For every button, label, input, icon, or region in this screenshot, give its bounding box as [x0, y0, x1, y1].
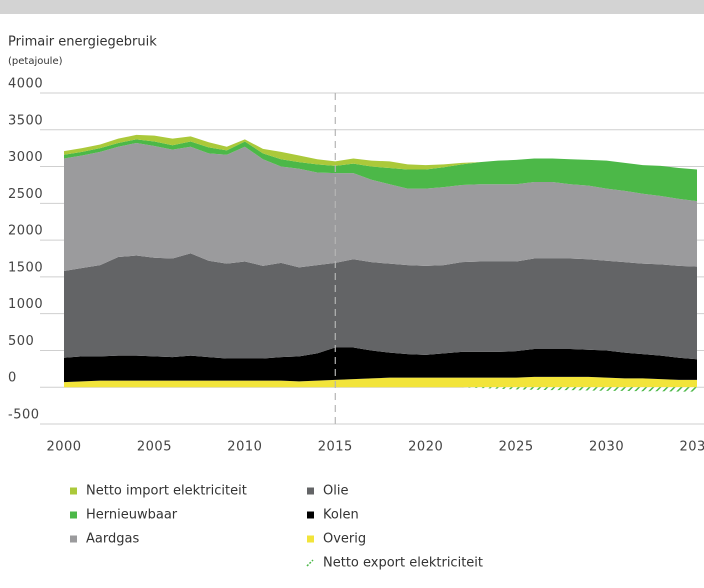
legend-swatch [307, 535, 314, 543]
legend-label: Aardgas [86, 532, 139, 547]
y-tick-label: 1000 [8, 297, 43, 312]
area [64, 134, 697, 170]
legend-label: Netto import elektriciteit [86, 484, 247, 499]
legend-swatch [306, 559, 314, 567]
y-tick-label: -500 [8, 408, 40, 423]
x-tick-label: 2020 [408, 440, 443, 455]
x-tick-label: 2005 [137, 440, 172, 455]
y-tick-label: 4000 [8, 77, 43, 92]
x-tick-label: 2035 [679, 440, 704, 455]
chart-title: Primair energiegebruik [8, 35, 157, 50]
legend-label: Netto export elektriciteit [323, 556, 483, 571]
legend-swatch [307, 511, 314, 519]
x-tick-label: 2030 [589, 440, 624, 455]
y-tick-label: 2500 [8, 187, 43, 202]
legend-label: Overig [323, 532, 366, 547]
legend-label: Hernieuwbaar [86, 508, 178, 523]
x-tick-label: 2010 [227, 440, 262, 455]
x-tick-label: 2015 [318, 440, 353, 455]
area [461, 387, 697, 392]
x-tick-label: 2025 [499, 440, 534, 455]
y-tick-label: 3500 [8, 113, 43, 128]
legend-swatch [70, 511, 77, 519]
chart-subtitle: (petajoule) [8, 56, 63, 67]
area [64, 139, 697, 202]
legend-swatch [307, 487, 314, 495]
x-tick-label: 2000 [46, 440, 81, 455]
area [64, 347, 697, 383]
legend-swatch [70, 487, 77, 495]
legend-swatch [70, 535, 77, 543]
header-bar [0, 0, 704, 14]
area [64, 143, 697, 272]
area [64, 253, 697, 360]
y-tick-label: 0 [8, 371, 17, 386]
y-tick-label: 2000 [8, 224, 43, 239]
legend-label: Kolen [323, 508, 359, 523]
legend-label: Olie [323, 484, 348, 499]
y-tick-label: 1500 [8, 260, 43, 275]
y-tick-label: 500 [8, 334, 34, 349]
area [64, 376, 697, 388]
y-tick-label: 3000 [8, 150, 43, 165]
